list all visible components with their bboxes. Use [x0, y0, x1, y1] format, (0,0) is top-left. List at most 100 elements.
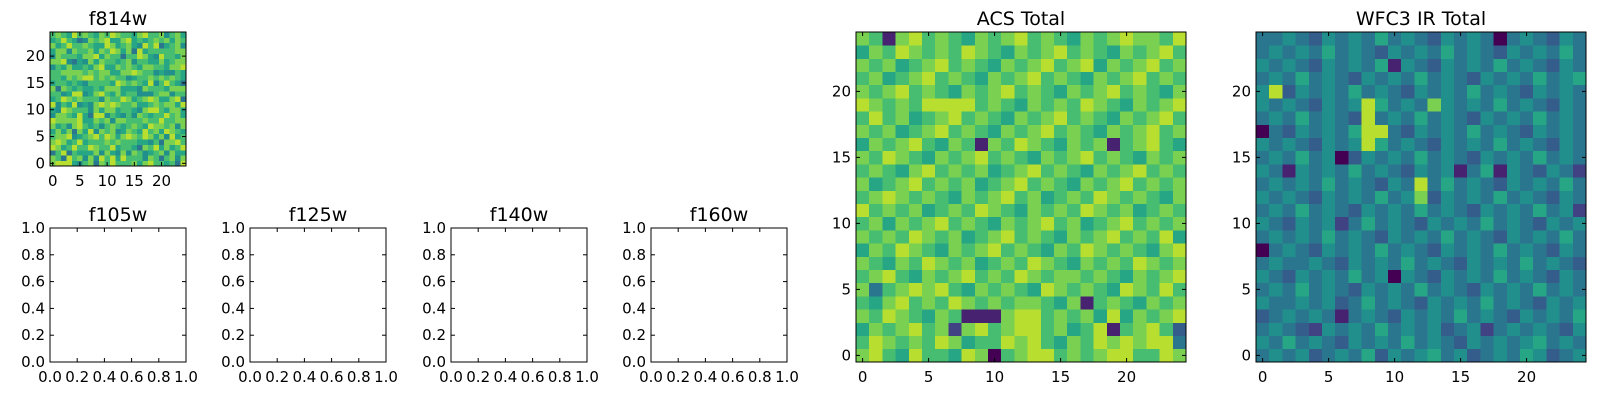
heatmap-cell	[1120, 203, 1134, 218]
heatmap-cell	[922, 296, 936, 310]
heatmap-cell	[1067, 269, 1081, 284]
heatmap-cell	[922, 335, 936, 350]
heatmap-cell	[922, 177, 936, 191]
heatmap-cell	[1361, 71, 1376, 86]
heatmap-cell	[1256, 335, 1270, 350]
heatmap-cell	[158, 96, 165, 103]
heatmap-cell	[66, 133, 73, 140]
y-tick-label: 0.2	[221, 326, 245, 344]
heatmap-cells	[50, 32, 187, 167]
heatmap-cell	[169, 96, 176, 103]
heatmap-cell	[1159, 71, 1174, 86]
heatmap-cell	[77, 64, 84, 70]
heatmap-cell	[55, 123, 62, 129]
heatmap-cell	[1493, 296, 1508, 310]
heatmap-cell	[55, 112, 62, 119]
heatmap-cell	[55, 37, 62, 44]
heatmap-cell	[1414, 243, 1428, 257]
heatmap-cell	[1440, 348, 1455, 363]
heatmap-cell	[1493, 256, 1508, 270]
heatmap-cell	[1572, 203, 1587, 218]
heatmap-cell	[169, 42, 176, 49]
heatmap-cell	[93, 53, 100, 60]
x-tick-label: 0.6	[120, 368, 144, 386]
y-tick-label: 10	[26, 101, 45, 119]
heatmap-cell	[1282, 269, 1296, 284]
heatmap-cell	[1361, 230, 1376, 244]
heatmap-cell	[88, 133, 94, 140]
heatmap-cell	[1014, 243, 1028, 257]
heatmap-cell	[115, 53, 122, 60]
heatmap-cell	[1054, 335, 1068, 350]
heatmap-cell	[1295, 203, 1310, 218]
heatmap-cell	[1493, 177, 1508, 191]
heatmap-cell	[55, 107, 62, 113]
heatmap-cell	[908, 190, 923, 204]
heatmap-cell	[869, 230, 883, 244]
heatmap-cell	[1282, 348, 1296, 363]
heatmap-cell	[169, 144, 176, 151]
heatmap-cell	[1493, 164, 1508, 178]
heatmap-cell	[169, 123, 176, 129]
heatmap-cell	[869, 111, 883, 125]
heatmap-cell	[1348, 164, 1362, 178]
heatmap-cell	[131, 85, 138, 92]
heatmap-cell	[1159, 98, 1174, 112]
heatmap-cell	[988, 150, 1002, 165]
heatmap-cell	[988, 256, 1002, 270]
heatmap-cell	[1146, 32, 1160, 46]
x-tick-label: 5	[75, 172, 85, 190]
heatmap-cell	[169, 133, 176, 140]
heatmap-cell	[104, 74, 111, 81]
heatmap-cell	[71, 69, 78, 76]
heatmap-cell	[1269, 45, 1283, 59]
heatmap-cell	[1427, 269, 1442, 284]
heatmap-cell	[1454, 71, 1468, 86]
heatmap-cell	[922, 216, 936, 231]
heatmap-cell	[1067, 177, 1081, 191]
heatmap-cell	[1295, 164, 1310, 178]
heatmap-cell	[1493, 243, 1508, 257]
heatmap-cell	[1440, 32, 1455, 46]
heatmap-cell	[55, 139, 62, 145]
heatmap-cell	[1133, 282, 1147, 297]
heatmap-cell	[1133, 335, 1147, 350]
heatmap-cell	[1506, 164, 1521, 178]
heatmap-cell	[1106, 111, 1121, 125]
heatmap-cell	[1027, 45, 1042, 59]
heatmap-cell	[908, 84, 923, 99]
heatmap-cell	[1172, 177, 1187, 191]
heatmap-cell	[1374, 124, 1389, 138]
heatmap-cell	[1440, 322, 1455, 336]
heatmap-cell	[856, 282, 870, 297]
heatmap-cell	[131, 149, 138, 156]
heatmap-cell	[131, 133, 138, 140]
heatmap-cell	[1414, 98, 1428, 112]
heatmap-cell	[137, 149, 143, 156]
heatmap-cell	[1572, 296, 1587, 310]
heatmap-cell	[1454, 230, 1468, 244]
heatmap-cell	[71, 101, 78, 108]
heatmap-cell	[71, 37, 78, 44]
heatmap-cell	[115, 128, 122, 135]
heatmap-cell	[1146, 269, 1160, 284]
heatmap-cell	[142, 155, 149, 162]
heatmap-cell	[1159, 256, 1174, 270]
heatmap-cell	[1493, 230, 1508, 244]
heatmap-cell	[988, 45, 1002, 59]
heatmap-cell	[164, 139, 171, 145]
heatmap-cell	[948, 45, 962, 59]
heatmap-cells	[1256, 32, 1587, 363]
heatmap-cell	[1348, 45, 1362, 59]
heatmap-cell	[1533, 203, 1547, 218]
heatmap-cell	[120, 160, 127, 167]
heatmap-cell	[98, 101, 105, 108]
heatmap-cell	[895, 282, 910, 297]
heatmap-cell	[98, 64, 105, 70]
heatmap-cell	[1308, 335, 1323, 350]
heatmap-cell	[1014, 84, 1028, 99]
heatmap-cell	[164, 107, 171, 113]
heatmap-cell	[1572, 150, 1587, 165]
heatmap-cell	[1054, 256, 1068, 270]
heatmap-cell	[1295, 124, 1310, 138]
